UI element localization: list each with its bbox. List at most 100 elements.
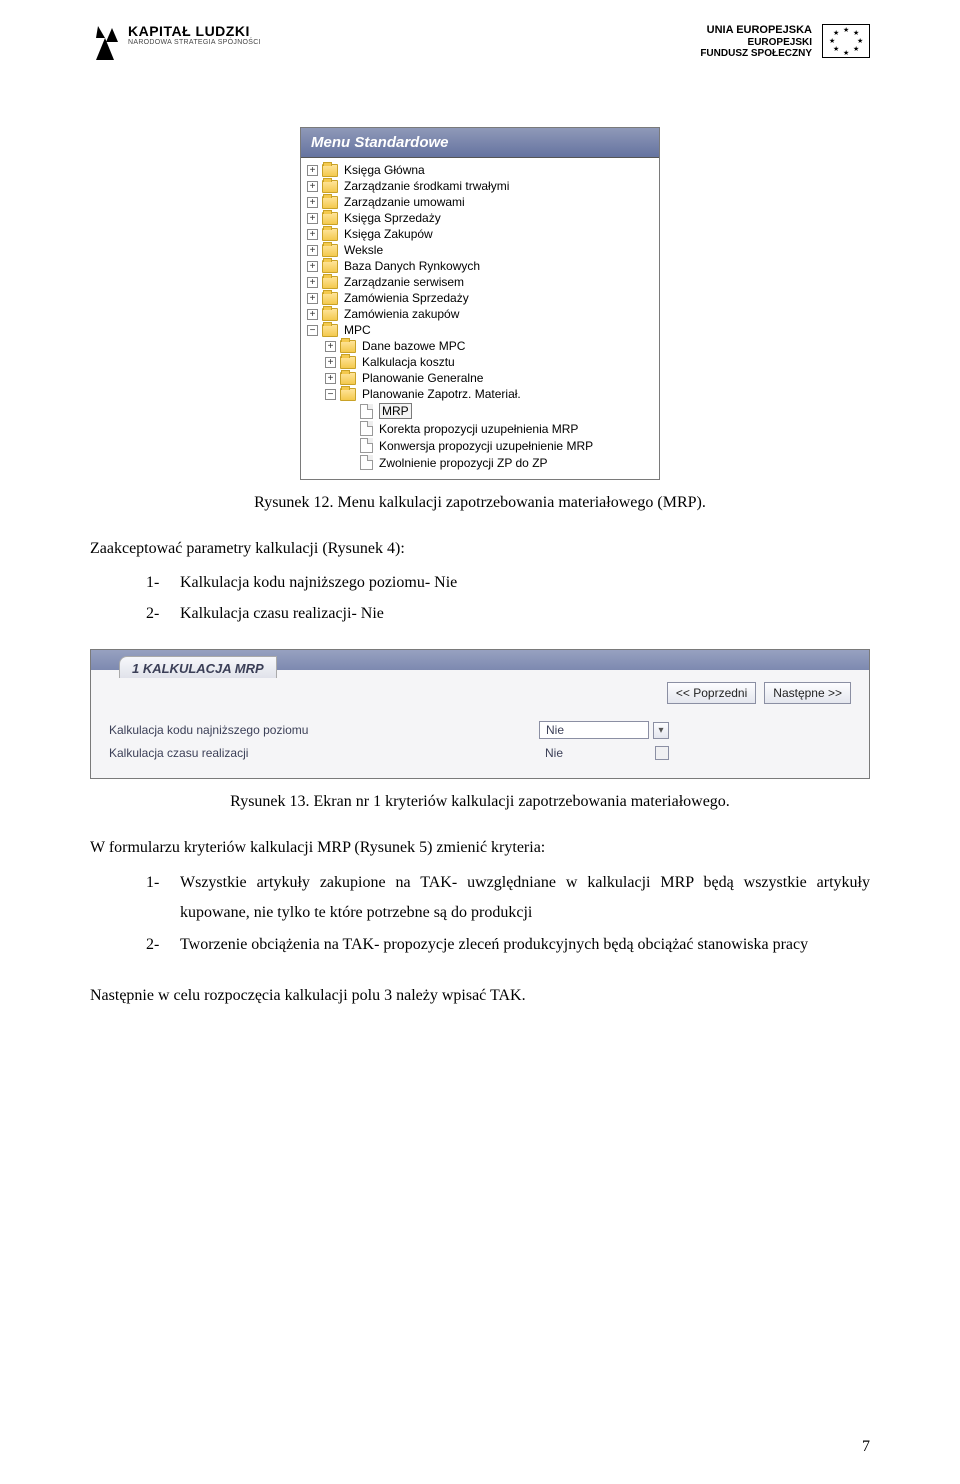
- logo-eu: UNIA EUROPEJSKA EUROPEJSKI FUNDUSZ SPOŁE…: [700, 24, 870, 60]
- file-icon: [360, 455, 373, 470]
- tree-item[interactable]: − Planowanie Zapotrz. Materiał.: [305, 386, 655, 402]
- tree-item-label: Dane bazowe MPC: [362, 339, 465, 353]
- expand-icon[interactable]: +: [307, 229, 318, 240]
- caption-rysunek-13: Rysunek 13. Ekran nr 1 kryteriów kalkula…: [90, 793, 870, 811]
- page-number: 7: [862, 1438, 870, 1456]
- tree-item-label: Księga Główna: [344, 163, 425, 177]
- tree-item[interactable]: + Zarządzanie serwisem: [305, 274, 655, 290]
- menu-title: Menu Standardowe: [301, 128, 659, 158]
- eu-flag-icon: ★ ★ ★ ★ ★ ★ ★ ★: [822, 24, 870, 58]
- folder-icon: [322, 196, 338, 209]
- prev-button[interactable]: << Poprzedni: [667, 682, 756, 704]
- tree-item[interactable]: + Zamówienia Sprzedaży: [305, 290, 655, 306]
- tree-item[interactable]: Zwolnienie propozycji ZP do ZP: [305, 454, 655, 471]
- caption-rysunek-12: Rysunek 12. Menu kalkulacji zapotrzebowa…: [90, 494, 870, 512]
- expand-icon[interactable]: +: [307, 293, 318, 304]
- next-button[interactable]: Następne >>: [764, 682, 851, 704]
- folder-icon: [322, 228, 338, 241]
- tree-item-label: Zarządzanie serwisem: [344, 275, 464, 289]
- file-icon: [360, 438, 373, 453]
- tree-item-label: MRP: [379, 403, 412, 419]
- tab-kalkulacja[interactable]: 1 KALKULACJA MRP: [119, 656, 277, 678]
- form-row: Kalkulacja czasu realizacjiNie: [109, 742, 851, 764]
- list-item: 1-Kalkulacja kodu najniższego poziomu- N…: [146, 568, 870, 598]
- tree-item-label: Księga Zakupów: [344, 227, 433, 241]
- menu-tree: + Księga Główna + Zarządzanie środkami trwa…: [301, 158, 659, 479]
- tree-item-label: Zamówienia zakupów: [344, 307, 459, 321]
- tree-item[interactable]: + Baza Danych Rynkowych: [305, 258, 655, 274]
- tree-item[interactable]: + Księga Główna: [305, 162, 655, 178]
- tree-item[interactable]: + Planowanie Generalne: [305, 370, 655, 386]
- tree-item-label: Zamówienia Sprzedaży: [344, 291, 469, 305]
- tree-item[interactable]: +Zarządzanie umowami: [305, 194, 655, 210]
- expand-icon[interactable]: +: [307, 245, 318, 256]
- file-icon: [360, 421, 373, 436]
- logo-star-icon: [90, 24, 120, 67]
- folder-icon: [340, 340, 356, 353]
- tree-item[interactable]: MRP: [305, 402, 655, 420]
- chevron-down-icon[interactable]: ▾: [653, 722, 669, 739]
- expand-icon[interactable]: +: [307, 261, 318, 272]
- logo-right-line1: UNIA EUROPEJSKA: [700, 24, 812, 37]
- list-item: 2-Kalkulacja czasu realizacji- Nie: [146, 599, 870, 629]
- screenshot-menu-standardowe: Menu Standardowe +Księga Główna+Zarządza…: [300, 127, 660, 480]
- tree-item[interactable]: Konwersja propozycji uzupełnienie MRP: [305, 437, 655, 454]
- tree-item-label: MPC: [344, 323, 371, 337]
- tree-item[interactable]: + Zamówienia zakupów: [305, 306, 655, 322]
- dropdown-field[interactable]: Nie: [539, 721, 649, 739]
- tree-item-label: Weksle: [344, 243, 383, 257]
- collapse-icon[interactable]: −: [307, 325, 318, 336]
- expand-icon[interactable]: +: [307, 181, 318, 192]
- folder-icon: [322, 292, 338, 305]
- tree-item[interactable]: + Księga Sprzedaży: [305, 210, 655, 226]
- tree-item-label: Korekta propozycji uzupełnienia MRP: [379, 422, 578, 436]
- form-row: Kalkulacja kodu najniższego poziomuNie▾: [109, 718, 851, 742]
- tree-item[interactable]: + Kalkulacja kosztu: [305, 354, 655, 370]
- folder-icon: [322, 324, 338, 337]
- logo-right-line3: FUNDUSZ SPOŁECZNY: [700, 48, 812, 60]
- collapse-icon[interactable]: −: [325, 389, 336, 400]
- tree-item-label: Zarządzanie środkami trwałymi: [344, 179, 509, 193]
- tree-item-label: Planowanie Generalne: [362, 371, 483, 385]
- tree-item-label: Planowanie Zapotrz. Materiał.: [362, 387, 521, 401]
- expand-icon[interactable]: +: [325, 341, 336, 352]
- tree-item-label: Kalkulacja kosztu: [362, 355, 455, 369]
- form-label: Kalkulacja kodu najniższego poziomu: [109, 723, 539, 737]
- file-icon: [360, 404, 373, 419]
- tree-item[interactable]: Korekta propozycji uzupełnienia MRP: [305, 420, 655, 437]
- tree-item-label: Księga Sprzedaży: [344, 211, 441, 225]
- header: KAPITAŁ LUDZKI NARODOWA STRATEGIA SPÓJNO…: [90, 24, 870, 67]
- screenshot-kalkulacja-mrp: 1 KALKULACJA MRP << Poprzedni Następne >…: [90, 649, 870, 779]
- tree-item[interactable]: + Zarządzanie środkami trwałymi: [305, 178, 655, 194]
- tree-item-label: Baza Danych Rynkowych: [344, 259, 480, 273]
- logo-left-line2: NARODOWA STRATEGIA SPÓJNOŚCI: [128, 39, 261, 46]
- folder-icon: [322, 244, 338, 257]
- form-label: Kalkulacja czasu realizacji: [109, 746, 539, 760]
- folder-icon: [322, 308, 338, 321]
- expand-icon[interactable]: +: [307, 277, 318, 288]
- expand-icon[interactable]: +: [325, 373, 336, 384]
- expand-icon[interactable]: +: [307, 197, 318, 208]
- folder-icon: [340, 388, 356, 401]
- folder-icon: [340, 356, 356, 369]
- expand-icon[interactable]: +: [307, 165, 318, 176]
- tree-item-label: Konwersja propozycji uzupełnienie MRP: [379, 439, 593, 453]
- list-criteria: 1-Wszystkie artykuły zakupione na TAK- u…: [90, 868, 870, 961]
- paragraph-change-criteria: W formularzu kryteriów kalkulacji MRP (R…: [90, 833, 870, 863]
- tree-item[interactable]: + Dane bazowe MPC: [305, 338, 655, 354]
- tree-item[interactable]: + Księga Zakupów: [305, 226, 655, 242]
- tree-item[interactable]: + Weksle: [305, 242, 655, 258]
- expand-icon[interactable]: +: [325, 357, 336, 368]
- checkbox[interactable]: [655, 746, 669, 760]
- tree-item[interactable]: − MPC: [305, 322, 655, 338]
- list-params: 1-Kalkulacja kodu najniższego poziomu- N…: [90, 568, 870, 629]
- paragraph-final: Następnie w celu rozpoczęcia kalkulacji …: [90, 981, 870, 1011]
- text-value: Nie: [539, 745, 649, 761]
- folder-icon: [340, 372, 356, 385]
- folder-icon: [322, 260, 338, 273]
- expand-icon[interactable]: +: [307, 213, 318, 224]
- folder-icon: [322, 212, 338, 225]
- expand-icon[interactable]: +: [307, 309, 318, 320]
- folder-icon: [322, 276, 338, 289]
- list-item: 1-Wszystkie artykuły zakupione na TAK- u…: [146, 868, 870, 929]
